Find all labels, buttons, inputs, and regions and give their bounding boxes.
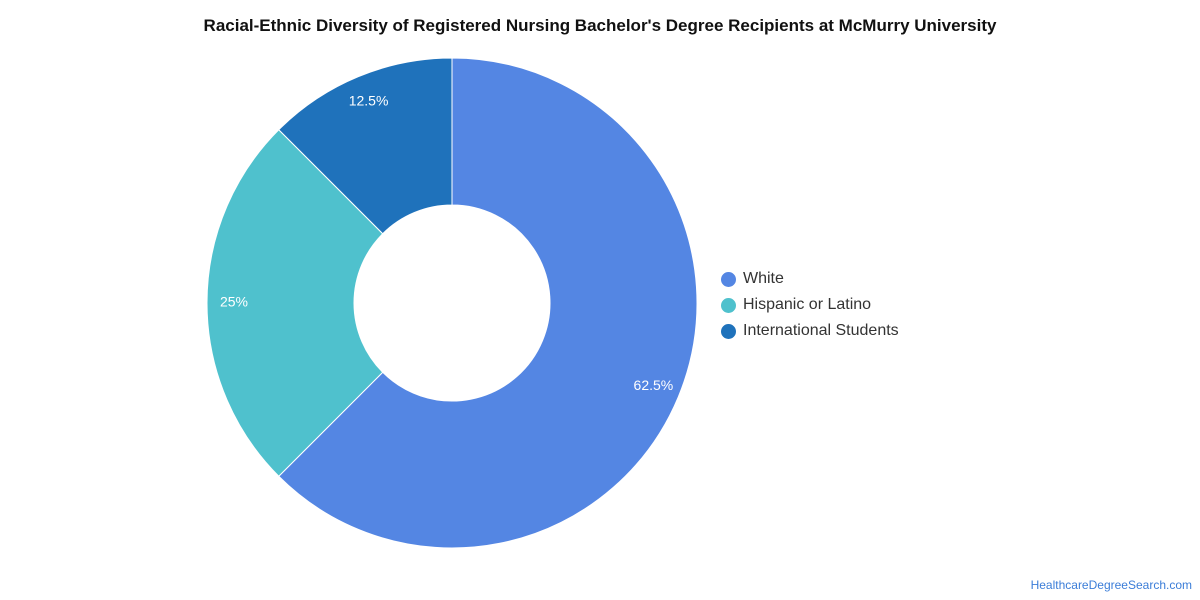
legend: White Hispanic or Latino International S… xyxy=(721,266,899,344)
slice-white[interactable] xyxy=(278,57,698,549)
legend-label-white: White xyxy=(743,270,784,287)
legend-item-international-students[interactable]: International Students xyxy=(721,318,899,344)
legend-swatch-white xyxy=(721,271,736,287)
source-link[interactable]: HealthcareDegreeSearch.com xyxy=(1030,578,1192,592)
slice-labels: 62.5% 25% 12.5% xyxy=(220,92,673,393)
chart-title: Racial-Ethnic Diversity of Registered Nu… xyxy=(203,16,997,35)
slice-label-international-students: 12.5% xyxy=(349,92,389,108)
slice-hispanic-or-latino[interactable] xyxy=(206,129,384,477)
legend-item-hispanic-or-latino[interactable]: Hispanic or Latino xyxy=(721,292,899,318)
legend-swatch-international-students xyxy=(721,323,736,339)
legend-label-hispanic-or-latino: Hispanic or Latino xyxy=(743,296,872,313)
legend-label-international-students: International Students xyxy=(743,322,899,339)
slice-label-white: 62.5% xyxy=(634,377,674,393)
legend-item-white[interactable]: White xyxy=(721,266,899,292)
slice-international-students[interactable] xyxy=(278,57,453,235)
legend-swatch-hispanic-or-latino xyxy=(721,297,736,313)
slice-label-hispanic-or-latino: 25% xyxy=(220,294,248,310)
donut-slices xyxy=(206,57,698,549)
